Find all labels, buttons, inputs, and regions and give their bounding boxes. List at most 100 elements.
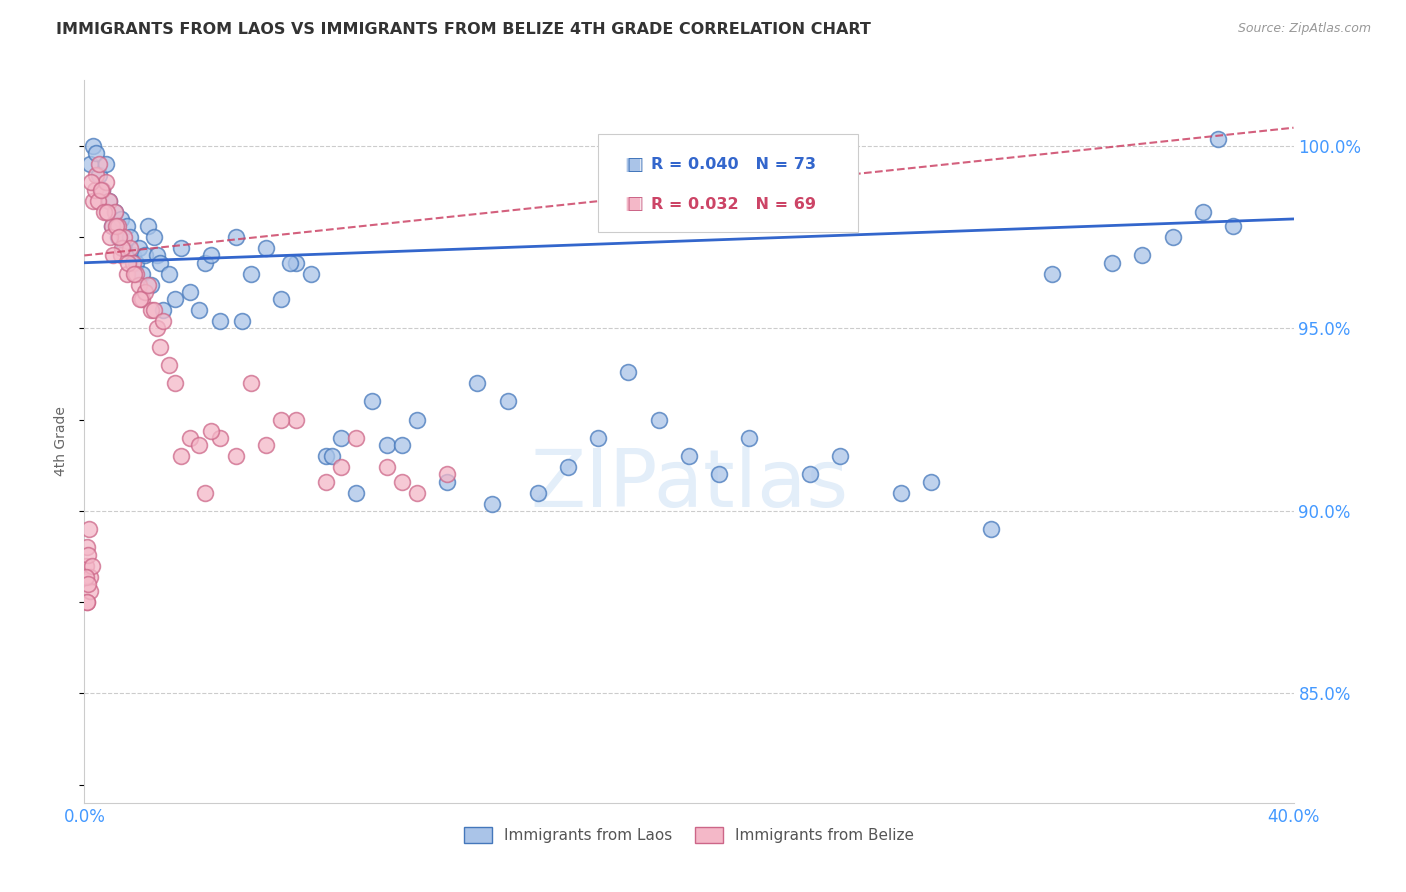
Point [588,431,610,445]
Point [75,569,97,583]
Point [111,241,134,255]
Point [89,168,111,182]
Point [200,424,222,438]
Point [139,277,162,292]
Point [134,285,156,299]
Point [107,230,129,244]
Point [76,595,98,609]
Point [225,449,247,463]
Point [80,558,103,573]
Point [1132,248,1154,262]
Point [152,303,174,318]
Point [75,558,97,573]
Point [77,548,100,562]
Point [112,230,135,244]
Point [799,467,821,482]
Point [129,292,152,306]
Point [142,303,165,318]
Point [239,267,262,281]
Point [122,267,145,281]
Point [225,230,247,244]
Point [346,485,368,500]
Point [131,267,153,281]
Point [648,412,671,426]
Point [920,475,942,489]
Point [617,365,640,379]
Point [890,485,912,500]
Point [527,485,550,500]
Point [136,219,159,234]
Point [82,139,104,153]
Point [118,230,141,244]
Legend: Immigrants from Laos, Immigrants from Belize: Immigrants from Laos, Immigrants from Be… [458,822,920,849]
Point [1040,267,1063,281]
Point [375,460,398,475]
Point [86,168,108,182]
Point [678,449,700,463]
Point [346,431,368,445]
Point [980,522,1002,536]
Point [107,219,129,234]
Point [76,541,98,555]
Point [90,183,112,197]
Point [80,176,103,190]
Text: IMMIGRANTS FROM LAOS VS IMMIGRANTS FROM BELIZE 4TH GRADE CORRELATION CHART: IMMIGRANTS FROM LAOS VS IMMIGRANTS FROM … [56,22,872,37]
Point [134,248,156,262]
Point [194,485,217,500]
Point [94,176,117,190]
Point [108,230,131,244]
Point [82,194,104,208]
Point [299,267,322,281]
Point [188,438,211,452]
Point [146,321,169,335]
Point [321,449,343,463]
Point [112,241,135,255]
Point [165,376,187,391]
Point [139,303,162,318]
Point [1206,131,1229,145]
Point [142,230,165,244]
Point [285,412,308,426]
Point [391,475,413,489]
Point [146,248,169,262]
Point [738,431,761,445]
Point [157,358,180,372]
Point [830,449,852,463]
Point [375,438,398,452]
Point [200,248,222,262]
Point [709,467,731,482]
Point [94,157,117,171]
Point [209,314,232,328]
Point [118,241,141,255]
Point [170,449,193,463]
Point [121,256,143,270]
Point [1192,204,1215,219]
Text: R = 0.040   N = 73: R = 0.040 N = 73 [651,158,817,172]
Text: □: □ [626,156,643,174]
Point [100,219,122,234]
Point [165,292,187,306]
Point [77,577,100,591]
Point [97,194,120,208]
Point [97,194,120,208]
Point [436,475,458,489]
Text: Source: ZipAtlas.com: Source: ZipAtlas.com [1237,22,1371,36]
Text: R = 0.032   N = 69: R = 0.032 N = 69 [651,196,817,211]
Text: ZIPatlas: ZIPatlas [530,446,848,524]
Point [115,219,138,234]
Point [406,412,429,426]
Point [360,394,382,409]
Point [157,267,180,281]
Point [467,376,489,391]
Point [557,460,579,475]
Point [98,230,121,244]
Point [79,584,101,599]
Point [104,204,127,219]
Point [100,219,122,234]
Point [105,219,128,234]
Point [496,394,519,409]
Point [89,157,111,171]
Point [128,277,150,292]
Point [436,467,458,482]
Point [125,267,148,281]
